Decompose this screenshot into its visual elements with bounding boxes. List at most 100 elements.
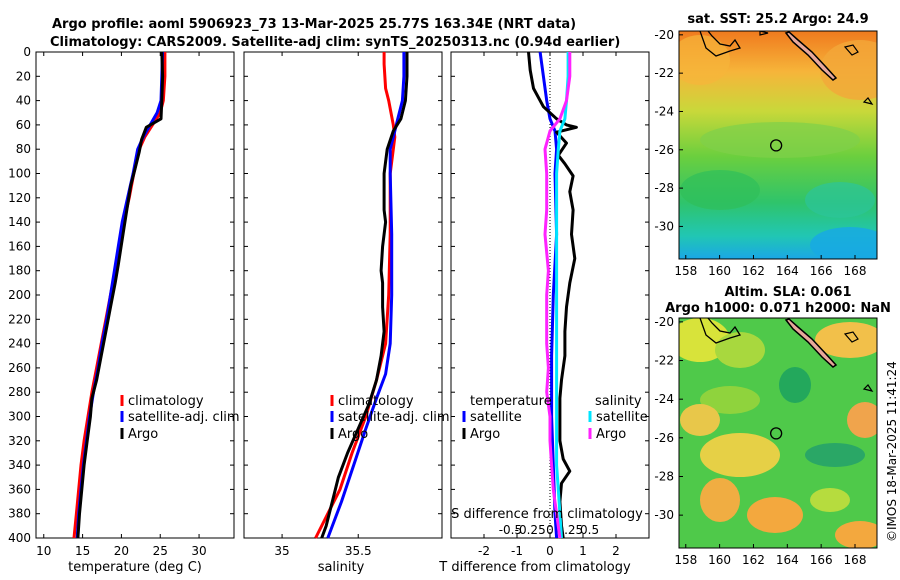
- x-tick-label: 0: [546, 544, 554, 558]
- depth-tick-labels: 0 20 40 60 80 100 120 140 160 180 200 220 240 260 280 3…: [8, 45, 31, 545]
- lon-tick-label: 168: [844, 553, 867, 567]
- new-caledonia-landmass: [784, 31, 838, 81]
- sla-map-ticks: 158 160 162 164 166 168 -20 -22 -24 -26 -28 -30: [654, 315, 866, 567]
- depth-tick-label: 220: [8, 312, 31, 326]
- sla-map-frame: [678, 317, 878, 549]
- sst-map-ticks: 158 160 162 164 166 168 -20 -22 -24 -26 -28 -30: [654, 28, 866, 278]
- lat-tick-label: -30: [654, 219, 674, 233]
- x-tick-label: 30: [191, 544, 206, 558]
- legend-label-satellite: satellite-adj. clim: [128, 410, 240, 425]
- depth-tick-label: 260: [8, 361, 31, 375]
- depth-tick-label: 360: [8, 482, 31, 496]
- depth-tick-label: 160: [8, 239, 31, 253]
- x-tick-label: 25: [153, 544, 168, 558]
- salinity-diff-tick-label: -0.5: [499, 523, 522, 537]
- legend-label-satellite: satellite-adj. clim: [338, 410, 450, 425]
- lat-tick-label: -22: [654, 66, 674, 80]
- lat-tick-label: -26: [654, 431, 674, 445]
- depth-tick-label: 180: [8, 264, 31, 278]
- difference-legend: temperature satellite Argo salinity sate…: [462, 394, 648, 442]
- title-line-1: Argo profile: aoml 5906923_73 13-Mar-202…: [52, 17, 576, 32]
- depth-tick-label: 380: [8, 507, 31, 521]
- salinity-ticks: 35 35.5: [244, 51, 442, 558]
- legend-label-climatology: climatology: [128, 394, 204, 409]
- salinity-diff-tick-label: 0.5: [580, 523, 599, 537]
- depth-tick-label: 240: [8, 337, 31, 351]
- legend-label-argo: Argo: [338, 427, 368, 442]
- lat-tick-label: -22: [654, 354, 674, 368]
- temperature-plot-frame: [35, 51, 235, 539]
- salinity-diff-tick-label: -0.25: [515, 523, 546, 537]
- argo-position-marker: [769, 139, 783, 152]
- depth-tick-label: 400: [8, 531, 31, 545]
- argo-position-marker: [769, 427, 783, 440]
- lon-tick-label: 164: [776, 264, 799, 278]
- depth-tick-label: 80: [16, 142, 31, 156]
- salinity-line-argo: [320, 52, 409, 539]
- legend-label-argo: Argo: [128, 427, 158, 442]
- x-tick-label: 35: [274, 544, 289, 558]
- copyright-timestamp: ©IMOS 18-Mar-2025 11:41:24: [885, 361, 899, 542]
- lon-tick-label: 162: [742, 264, 765, 278]
- temperature-ticks: 10 15 20 25 30: [36, 51, 234, 558]
- legend-label-sal-satellite: satellite: [596, 410, 648, 425]
- salinity-series: [314, 52, 409, 539]
- temperature-line-argo: [76, 51, 165, 539]
- depth-tick-label: 140: [8, 215, 31, 229]
- coastline-contour: [699, 318, 742, 344]
- legend-label-climatology: climatology: [338, 394, 414, 409]
- lon-tick-label: 168: [844, 264, 867, 278]
- salinity-legend: climatology satellite-adj. clim Argo: [330, 394, 450, 442]
- depth-tick-label: 40: [16, 94, 31, 108]
- depth-tick-label: 200: [8, 288, 31, 302]
- x-tick-label: 35.5: [345, 544, 372, 558]
- salinity-line-satellite-adj-clim: [326, 52, 406, 539]
- salinity-x-label: salinity: [318, 560, 365, 575]
- legend-title-temperature: temperature: [470, 394, 552, 409]
- x-tick-label: 20: [114, 544, 129, 558]
- difference-x-label-salinity: S difference from climatology: [451, 507, 643, 522]
- difference-line-argo-temperature: [527, 51, 578, 539]
- sla-map-field: [679, 318, 877, 548]
- difference-x-label: T difference from climatology: [438, 560, 631, 575]
- x-tick-label: -2: [478, 544, 490, 558]
- lon-tick-label: 158: [674, 264, 697, 278]
- depth-tick-label: 60: [16, 118, 31, 132]
- depth-tick-label: 280: [8, 385, 31, 399]
- lon-tick-label: 166: [810, 553, 833, 567]
- title-line-2: Climatology: CARS2009. Satellite-adj cli…: [50, 35, 620, 50]
- legend-label-sal-argo: Argo: [596, 427, 626, 442]
- depth-tick-label: 340: [8, 458, 31, 472]
- x-tick-label: 1: [579, 544, 587, 558]
- lat-tick-label: -24: [654, 392, 674, 406]
- x-tick-label: 10: [36, 544, 51, 558]
- difference-line-argo-salinity: [543, 52, 572, 539]
- salinity-plot-frame: [243, 51, 443, 539]
- depth-tick-label: 300: [8, 410, 31, 424]
- x-tick-label: 2: [612, 544, 620, 558]
- depth-tick-label: 20: [16, 69, 31, 83]
- lat-tick-label: -28: [654, 181, 674, 195]
- new-caledonia-landmass: [784, 318, 838, 368]
- legend-title-salinity: salinity: [595, 394, 642, 409]
- coastline-contour: [699, 31, 742, 57]
- lon-tick-label: 160: [708, 264, 731, 278]
- lat-tick-label: -30: [654, 508, 674, 522]
- x-tick-label: 15: [75, 544, 90, 558]
- legend-label-temp-satellite: satellite: [470, 410, 522, 425]
- difference-series: [527, 51, 578, 539]
- temperature-x-label: temperature (deg C): [68, 560, 202, 575]
- difference-line-satellite-salinity: [555, 52, 570, 539]
- lon-tick-label: 162: [742, 553, 765, 567]
- lon-tick-label: 158: [674, 553, 697, 567]
- legend-label-temp-argo: Argo: [470, 427, 500, 442]
- sst-map-title: sat. SST: 25.2 Argo: 24.9: [687, 12, 868, 27]
- depth-tick-label: 320: [8, 434, 31, 448]
- sst-map-field: [679, 31, 877, 259]
- depth-tick-label: 100: [8, 167, 31, 181]
- lat-tick-label: -26: [654, 143, 674, 157]
- lon-tick-label: 164: [776, 553, 799, 567]
- temperature-series: [72, 51, 167, 539]
- sla-map-title-line-2: Argo h1000: 0.071 h2000: NaN: [665, 301, 891, 316]
